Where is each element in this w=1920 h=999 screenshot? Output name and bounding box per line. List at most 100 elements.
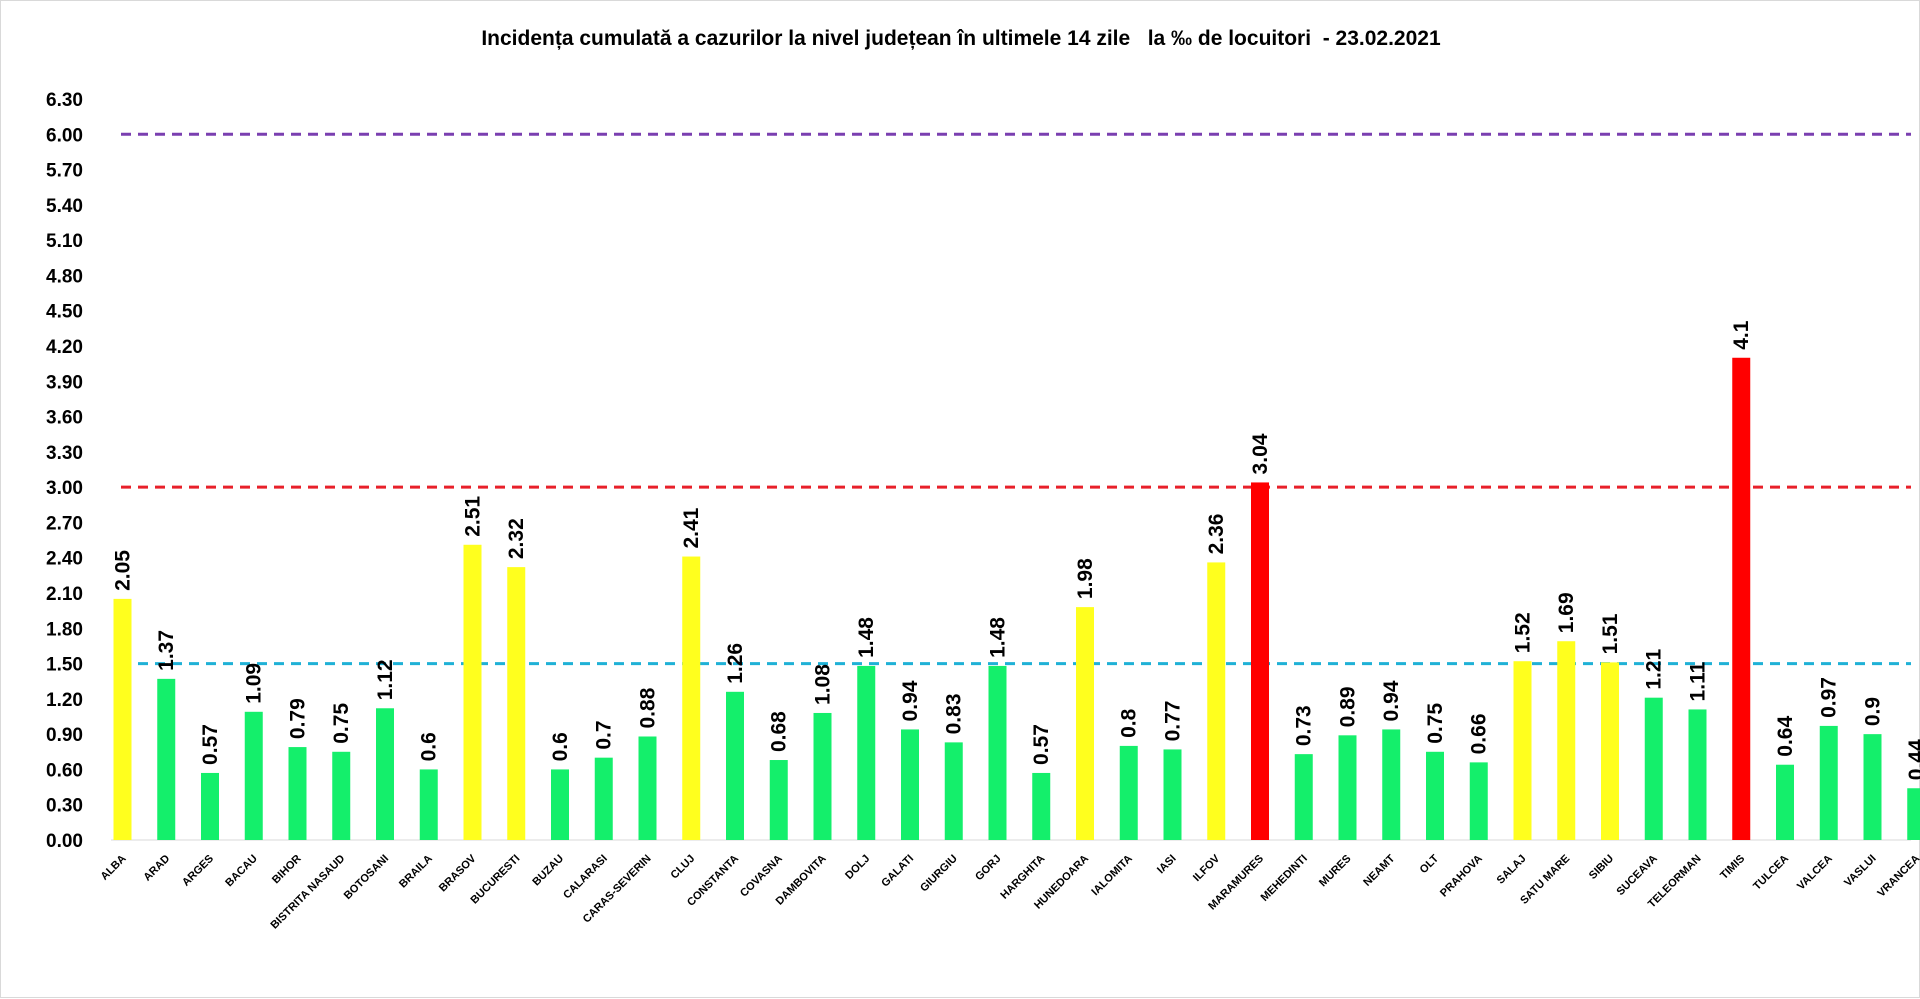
category-label: SALAJ — [1495, 853, 1529, 887]
bar — [507, 567, 525, 840]
bar — [551, 769, 569, 840]
category-label: COVASNA — [738, 853, 785, 900]
category-label: OLT — [1418, 852, 1442, 876]
y-tick-label: 2.10 — [46, 584, 83, 605]
bar — [1076, 607, 1094, 840]
data-label: 0.77 — [1162, 701, 1185, 742]
y-tick-label: 6.30 — [46, 90, 83, 111]
data-label: 2.32 — [505, 518, 528, 559]
category-label: GALATI — [879, 853, 916, 890]
data-label: 1.26 — [724, 643, 747, 684]
y-tick-label: 3.30 — [46, 443, 83, 464]
category-label: TULCEA — [1751, 853, 1791, 893]
data-label: 1.52 — [1512, 612, 1535, 653]
category-label: ALBA — [99, 853, 129, 883]
data-label: 1.12 — [374, 659, 397, 700]
category-label: IASI — [1155, 853, 1179, 877]
data-label: 0.83 — [943, 694, 966, 735]
bar — [1382, 729, 1400, 840]
y-tick-label: 4.50 — [46, 302, 83, 323]
category-label: IALOMITA — [1089, 853, 1135, 899]
data-label: 0.94 — [899, 680, 922, 721]
data-label: 0.6 — [549, 732, 572, 761]
data-label: 0.88 — [637, 687, 660, 728]
bars — [114, 358, 1920, 840]
bar — [1120, 746, 1138, 840]
bar — [989, 666, 1007, 840]
category-label: VRANCEA — [1875, 853, 1920, 900]
y-tick-label: 6.00 — [46, 125, 83, 146]
data-label: 1.37 — [155, 630, 178, 671]
data-label: 0.64 — [1774, 716, 1797, 757]
category-label: ARGES — [180, 853, 216, 889]
y-tick-label: 5.70 — [46, 161, 83, 182]
data-label: 0.94 — [1380, 680, 1403, 721]
bar — [639, 736, 657, 840]
category-label: BISTRITA NASAUD — [268, 853, 347, 932]
y-tick-label: 5.40 — [46, 196, 83, 217]
data-label: 0.66 — [1468, 713, 1491, 754]
data-label: 0.73 — [1293, 705, 1316, 746]
bar — [770, 760, 788, 840]
y-tick-label: 5.10 — [46, 231, 83, 252]
y-tick-label: 2.70 — [46, 513, 83, 534]
category-label: BUZAU — [530, 853, 566, 889]
bar — [114, 599, 132, 840]
bar — [201, 773, 219, 840]
bar — [1645, 698, 1663, 840]
y-tick-label: 1.50 — [46, 655, 83, 676]
bar — [1295, 754, 1313, 840]
bar — [1820, 726, 1838, 840]
category-label: GORJ — [973, 853, 1004, 884]
bar — [1514, 661, 1532, 840]
bar — [1689, 709, 1707, 840]
bar — [901, 729, 919, 840]
bar — [420, 769, 438, 840]
data-label: 2.41 — [680, 507, 703, 548]
bar — [1426, 752, 1444, 840]
bar — [682, 557, 700, 840]
bar — [1339, 735, 1357, 840]
bar — [1601, 662, 1619, 840]
data-label: 0.6 — [418, 732, 441, 761]
category-label: BRAILA — [397, 853, 435, 891]
category-label: BACAU — [223, 853, 260, 890]
data-label: 2.05 — [112, 550, 135, 591]
bar — [857, 666, 875, 840]
bar — [157, 679, 175, 840]
y-axis: 0.000.300.600.901.201.501.802.102.402.70… — [46, 90, 1911, 852]
data-label: 0.8 — [1118, 708, 1141, 738]
data-label: 0.79 — [287, 698, 310, 739]
bar — [1251, 482, 1269, 840]
data-label: 0.9 — [1862, 697, 1885, 726]
data-label: 1.51 — [1599, 613, 1622, 654]
data-label: 0.97 — [1818, 677, 1841, 718]
category-label: SIBIU — [1587, 853, 1616, 882]
bar — [332, 752, 350, 840]
bar — [1032, 773, 1050, 840]
y-tick-label: 3.60 — [46, 408, 83, 429]
data-label: 0.89 — [1337, 686, 1360, 727]
data-label: 0.75 — [1424, 703, 1447, 744]
y-tick-label: 4.20 — [46, 337, 83, 358]
y-tick-label: 3.90 — [46, 372, 83, 393]
category-label: PRAHOVA — [1438, 853, 1485, 900]
data-label: 1.11 — [1687, 661, 1710, 701]
category-label: SUCEAVA — [1615, 853, 1660, 898]
category-label: TIMIS — [1718, 853, 1747, 882]
bar — [595, 758, 613, 840]
bar — [1470, 762, 1488, 840]
data-label: 0.7 — [593, 720, 616, 749]
bar — [464, 545, 482, 840]
category-label: CLUJ — [669, 853, 698, 882]
y-tick-label: 4.80 — [46, 266, 83, 287]
bar — [376, 708, 394, 840]
y-tick-label: 1.20 — [46, 690, 83, 711]
bar — [1207, 562, 1225, 840]
y-tick-label: 3.00 — [46, 478, 83, 499]
data-label: 1.48 — [855, 617, 878, 658]
y-tick-label: 0.90 — [46, 725, 83, 746]
bar — [1864, 734, 1882, 840]
